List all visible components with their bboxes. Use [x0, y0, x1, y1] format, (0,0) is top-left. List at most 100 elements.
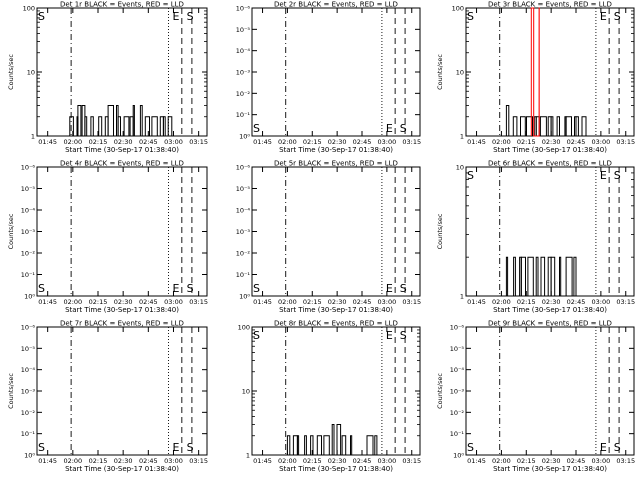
y-tick-label: 10⁰ — [24, 293, 35, 301]
marker-label-e: E — [172, 282, 179, 295]
x-tick-label: 02:15 — [89, 298, 108, 306]
series-line-segment — [512, 116, 537, 137]
x-tick-label: 03:00 — [592, 138, 611, 146]
x-tick-label: 02:45 — [139, 298, 158, 306]
series-line-segment — [286, 435, 298, 456]
y-tick-label: 10⁻¹ — [236, 271, 251, 279]
panel-title: Det 7r BLACK = Events, RED = LLD — [60, 320, 184, 328]
panel-title: Det 3r BLACK = Events, RED = LLD — [488, 1, 612, 9]
x-tick-label: 03:00 — [592, 457, 611, 465]
y-tick-label: 1 — [460, 293, 464, 301]
x-tick-label: 02:45 — [353, 138, 372, 146]
x-tick-label: 02:15 — [89, 138, 108, 146]
x-tick-label: 01:45 — [467, 298, 486, 306]
marker-label-s: S — [187, 441, 194, 454]
series-line-segment — [316, 435, 333, 456]
series-line-segment — [505, 256, 522, 297]
y-tick-label: 10⁻¹ — [21, 271, 36, 279]
series-line-segment — [520, 256, 537, 297]
x-tick-label: 01:45 — [253, 138, 272, 146]
marker-label-s: S — [467, 169, 474, 182]
marker-label-s: S — [400, 122, 407, 135]
marker-label-s: S — [467, 441, 474, 454]
y-tick-label: 10⁻³ — [236, 69, 251, 77]
marker-label-s: S — [253, 329, 260, 342]
x-tick-label: 01:45 — [253, 298, 272, 306]
x-tick-label: 02:45 — [353, 298, 372, 306]
y-axis-label: Counts/sec — [7, 54, 15, 90]
x-tick-label: 03:15 — [402, 138, 421, 146]
marker-label-e: E — [386, 329, 393, 342]
series-line-segment — [530, 7, 540, 137]
marker-label-s: S — [38, 441, 45, 454]
x-tick-label: 03:15 — [616, 298, 635, 306]
x-tick-label: 03:15 — [189, 298, 208, 306]
series-line-segment — [117, 116, 134, 137]
series-line-segment — [575, 116, 587, 137]
marker-label-e: E — [600, 10, 607, 23]
x-tick-label: 02:00 — [492, 298, 511, 306]
x-axis-label: Start Time (30-Sep-17 01:38:40) — [279, 465, 393, 473]
y-tick-label: 100 — [238, 324, 250, 332]
y-tick-label: 10⁻⁶ — [21, 164, 36, 172]
y-tick-label: 10⁻⁶ — [236, 5, 251, 13]
marker-label-e: E — [172, 441, 179, 454]
x-tick-label: 02:00 — [278, 138, 297, 146]
y-tick-label: 10⁻¹ — [450, 430, 465, 438]
x-axis-label: Start Time (30-Sep-17 01:38:40) — [493, 465, 607, 473]
y-tick-label: 1 — [246, 452, 250, 460]
y-tick-label: 10⁻³ — [236, 228, 251, 236]
y-tick-label: 100 — [452, 5, 464, 13]
panel-det-7: Det 7r BLACK = Events, RED = LLD Counts/s… — [7, 320, 208, 474]
y-tick-label: 10⁻⁵ — [450, 345, 465, 353]
marker-label-s: S — [253, 282, 260, 295]
marker-label-s: S — [187, 10, 194, 23]
y-tick-label: 10⁻⁴ — [450, 366, 465, 374]
marker-label-s: S — [400, 329, 407, 342]
y-tick-label: 10 — [242, 388, 250, 396]
series-line-segment — [550, 116, 567, 137]
x-tick-label: 02:15 — [517, 298, 536, 306]
y-tick-label: 100 — [23, 5, 35, 13]
x-tick-label: 02:00 — [492, 138, 511, 146]
marker-label-s: S — [614, 10, 621, 23]
x-tick-label: 02:00 — [63, 457, 82, 465]
panel-title: Det 2r BLACK = Events, RED = LLD — [274, 1, 398, 9]
y-axis-label: Counts/sec — [436, 373, 444, 409]
panel-det-8: Det 8r BLACK = Events, RED = LLD 1 10 100 01… — [238, 320, 422, 474]
x-tick-label: 01:45 — [253, 457, 272, 465]
series-line-segment — [107, 105, 119, 137]
panel-title: Det 6r BLACK = Events, RED = LLD — [488, 160, 612, 168]
x-tick-label: 03:00 — [378, 298, 397, 306]
x-tick-label: 02:45 — [567, 298, 586, 306]
panel-det-1: Det 1r BLACK = Events, RED = LLD Counts/s… — [7, 1, 208, 155]
marker-label-s: S — [400, 282, 407, 295]
y-tick-label: 10⁻⁴ — [236, 47, 251, 55]
y-tick-label: 10⁻¹ — [236, 111, 251, 119]
panel-det-5: Det 5r BLACK = Events, RED = LLD 10⁰ 10⁻¹ 1… — [236, 160, 421, 315]
series-line-segment — [535, 116, 552, 137]
x-tick-label: 02:30 — [542, 457, 561, 465]
x-tick-label: 03:15 — [189, 138, 208, 146]
x-tick-label: 03:00 — [378, 138, 397, 146]
series-line-segment — [565, 256, 577, 297]
x-tick-label: 02:15 — [303, 298, 322, 306]
y-axis-label: Counts/sec — [7, 213, 15, 249]
y-tick-label: 10 — [27, 69, 35, 77]
y-tick-label: 10⁰ — [239, 293, 250, 301]
x-tick-label: 01:45 — [467, 457, 486, 465]
y-tick-label: 10⁻⁵ — [21, 185, 36, 193]
panel-det-6: Det 6r BLACK = Events, RED = LLD Counts/s… — [436, 160, 635, 315]
marker-label-e: E — [386, 122, 393, 135]
x-tick-label: 02:00 — [63, 138, 82, 146]
x-tick-label: 01:45 — [38, 298, 57, 306]
panel-title: Det 8r BLACK = Events, RED = LLD — [274, 320, 398, 328]
panel-det-4: Det 4r BLACK = Events, RED = LLD Counts/s… — [7, 160, 208, 315]
x-axis-label: Start Time (30-Sep-17 01:38:40) — [65, 465, 179, 473]
panel-det-3: Det 3r BLACK = Events, RED = LLD Counts/s… — [436, 1, 635, 155]
x-tick-label: 03:15 — [189, 457, 208, 465]
y-axis-label: Counts/sec — [7, 373, 15, 409]
y-tick-label: 10⁻² — [450, 409, 465, 417]
x-tick-label: 03:15 — [616, 138, 635, 146]
